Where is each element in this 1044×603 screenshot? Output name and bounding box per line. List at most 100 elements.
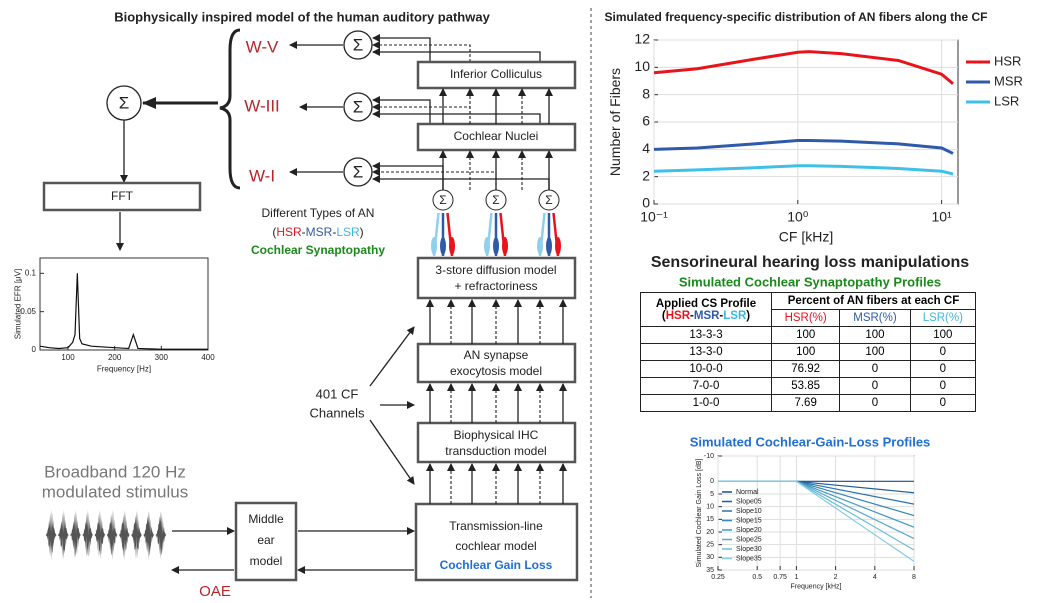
legend-label: Slope25: [736, 536, 762, 543]
cn-label: Cochlear Nuclei: [454, 129, 539, 143]
y-tick-label: 5: [710, 491, 714, 498]
x-tick-label: 400: [201, 353, 215, 362]
table-cell: 0: [909, 394, 977, 412]
table-row: 1-0-0 7.69 0 0: [640, 394, 977, 412]
paren: ): [360, 225, 364, 239]
sum-label: Σ: [119, 93, 130, 112]
cgl-title: Simulated Cochlear-Gain-Loss Profiles: [690, 434, 931, 449]
fiber-drop: [431, 237, 437, 255]
table-cell: 0: [839, 360, 911, 378]
fiber-drop: [449, 237, 455, 255]
sum-node: [538, 189, 560, 211]
arrow: [372, 41, 471, 62]
y-axis-label: Simulated EFR [μV]: [14, 269, 23, 339]
y-tick-label: 25: [706, 542, 714, 549]
middle-ear-box: [234, 501, 298, 582]
table-row: 13-3-0 100 100 0: [640, 343, 977, 361]
table-row: Applied CS Profile (HSR-MSR-LSR) Percent o…: [640, 292, 976, 327]
block-label: Biophysical IHC: [454, 428, 539, 442]
sum-label: Σ: [353, 35, 364, 54]
cn-box: [416, 122, 577, 152]
x-tick-label: 10⁰: [787, 209, 809, 225]
y-tick-label: 10: [634, 58, 650, 74]
x-tick-label: 10¹: [931, 209, 952, 225]
table-cell: 13-3-0: [640, 343, 772, 361]
stimulus-waveform: [45, 509, 167, 561]
an-types: Different Types of AN: [262, 206, 375, 220]
y-tick-label: 10: [706, 504, 714, 511]
block-label: Transmission-line: [449, 519, 543, 533]
channels: Channels: [310, 405, 365, 420]
table-cell: 100: [839, 343, 911, 361]
y-tick-label: 12: [634, 31, 650, 47]
msr: MSR: [306, 225, 333, 239]
x-axis-label: Frequency [kHz]: [791, 584, 842, 591]
y-tick-label: 35: [706, 567, 714, 574]
chart-title: Simulated frequency-specific distributio…: [605, 10, 988, 24]
header-part: -: [719, 309, 724, 322]
wave-label: W-V: [246, 37, 279, 56]
section-title: Sensorineural hearing loss manipulations: [651, 254, 969, 271]
synaptopathy: Cochlear Synaptopathy: [251, 243, 385, 257]
header-part: (: [661, 309, 666, 322]
table-cell: 100: [770, 326, 841, 344]
table-cell: 0: [909, 360, 977, 378]
table-cell: 0: [909, 343, 977, 361]
x-tick-label: 200: [108, 353, 122, 362]
fft-box: [42, 181, 202, 212]
cs-table: Applied CS Profile (HSR-MSR-LSR) Percent o…: [640, 292, 977, 412]
cs-title: Simulated Cochlear Synaptopathy Profiles: [679, 274, 941, 289]
x-axis-label: CF [kHz]: [779, 228, 833, 244]
arrow: [372, 110, 541, 124]
legend-label: Slope10: [736, 508, 762, 515]
legend-label: Slope35: [736, 555, 762, 562]
fiber-drop: [484, 237, 490, 255]
fft-label: FFT: [111, 189, 134, 203]
legend-label: Slope05: [736, 498, 762, 505]
ic-label: Inferior Colliculus: [450, 67, 542, 81]
an-parts: (HSR-MSR-LSR): [272, 225, 363, 239]
series-line: [653, 138, 954, 155]
table-cell: Applied CS Profile (HSR-MSR-LSR): [640, 292, 772, 327]
arrow: [372, 162, 444, 190]
stimulus: modulated stimulus: [42, 482, 188, 501]
series-line: [653, 164, 954, 176]
plot-area: [39, 257, 209, 351]
table-row: 10-0-0 76.92 0 0: [640, 360, 977, 378]
x-tick-label: 8: [912, 574, 916, 581]
legend-label: Normal: [736, 489, 759, 496]
y-tick-label: 20: [706, 529, 714, 536]
legend-label: HSR: [994, 53, 1021, 68]
oae: OAE: [199, 583, 231, 600]
block-label: model: [250, 554, 283, 568]
series-line: [653, 50, 954, 85]
lsr: LSR: [336, 225, 360, 239]
arrow: [372, 34, 431, 62]
fiber-drop: [502, 237, 508, 255]
y-tick-label: 6: [642, 113, 650, 129]
plot-area: [717, 455, 915, 571]
table-cell: 53.85: [770, 377, 841, 395]
block-label: AN synapse: [464, 348, 529, 362]
arrow: [372, 103, 471, 124]
table-cell: 7.69: [770, 394, 841, 412]
table-cell: 100: [770, 343, 841, 361]
block-label: 3-store diffusion model: [435, 263, 556, 277]
table-cell: 7-0-0: [640, 377, 772, 395]
table-cell: LSR(%): [909, 309, 977, 327]
chart: -10 0 5 10 15 20 25 30 350.25 0.5 0.75 1 2 4 8 Frequenc…: [696, 453, 916, 591]
x-tick-label: 2: [834, 574, 838, 581]
channels: 401 CF: [316, 386, 359, 401]
arrow: [372, 48, 541, 62]
dash: -: [332, 225, 336, 239]
table-cell: 1-0-0: [640, 394, 772, 412]
sum-label: Σ: [492, 193, 499, 207]
sum-label: Σ: [545, 193, 552, 207]
table-cell: HSR(%): [770, 309, 841, 327]
sum-label: Σ: [353, 97, 364, 116]
fiber-drop: [493, 237, 499, 255]
wave-label: W-III: [244, 96, 280, 115]
table-row: 13-3-3 100 100 100: [640, 326, 977, 344]
dash: -: [302, 225, 306, 239]
table-cell: 0: [839, 394, 911, 412]
